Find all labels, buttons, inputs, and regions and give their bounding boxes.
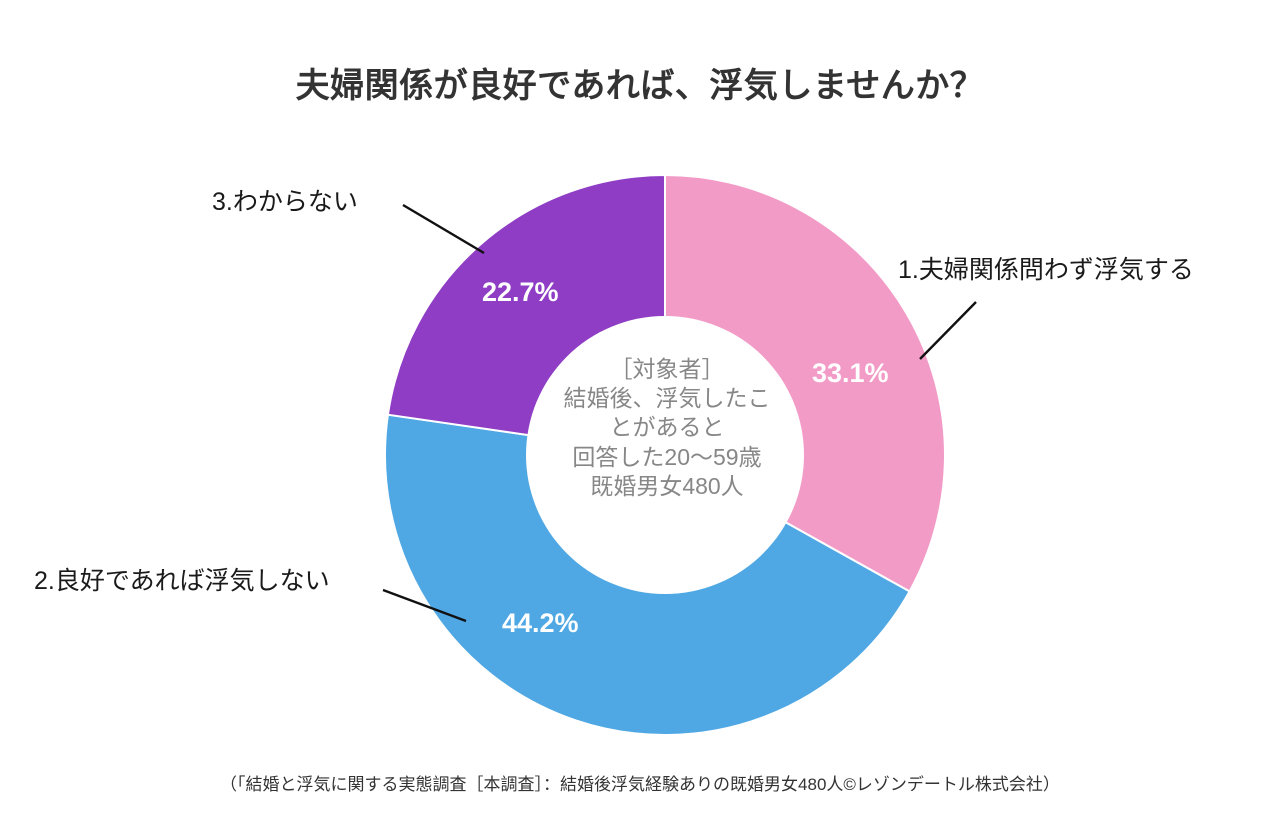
slice-value-2: 44.2%	[502, 608, 579, 638]
chart-footnote: （「結婚と浮気に関する実態調査［本調査］：結婚後浮気経験ありの既婚男女480人©…	[220, 775, 1060, 794]
chart-title: 夫婦関係が良好であれば、浮気しませんか？	[295, 67, 985, 105]
center-annotation: ［対象者］ 結婚後、浮気したこ とがあると 回答した20〜59歳 既婚男女480…	[527, 355, 807, 501]
center-annotation-line-1: ［対象者］	[609, 356, 725, 382]
slice-value-3: 22.7%	[482, 277, 559, 307]
center-annotation-line-4: 回答した20〜59歳	[572, 443, 762, 470]
donut-svg	[385, 173, 945, 736]
category-label-2: 2.良好であれば浮気しない	[34, 567, 330, 595]
donut-plot-area	[385, 170, 945, 740]
donut-hole	[526, 316, 804, 594]
center-annotation-line-3: とがあると	[609, 414, 725, 441]
category-label-1: 1.夫婦関係問わず浮気する	[898, 256, 1194, 284]
category-label-3: 3.わからない	[212, 188, 358, 216]
slice-value-1: 33.1%	[812, 358, 889, 388]
center-annotation-line-5: 既婚男女480人	[590, 472, 744, 499]
center-annotation-line-2: 結婚後、浮気したこ	[563, 385, 771, 412]
